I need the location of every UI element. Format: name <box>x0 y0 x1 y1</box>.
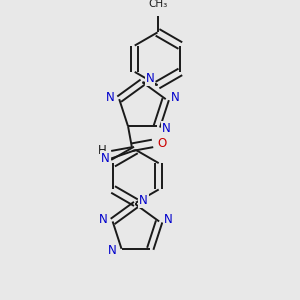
Text: N: N <box>101 152 110 165</box>
Text: H: H <box>98 143 106 157</box>
Text: N: N <box>164 213 173 226</box>
Text: N: N <box>162 122 171 135</box>
Text: N: N <box>99 213 108 226</box>
Text: O: O <box>157 137 167 150</box>
Text: N: N <box>171 91 179 104</box>
Text: N: N <box>139 194 148 207</box>
Text: CH₃: CH₃ <box>148 0 167 9</box>
Text: N: N <box>105 91 114 104</box>
Text: N: N <box>146 72 154 85</box>
Text: N: N <box>108 244 116 257</box>
